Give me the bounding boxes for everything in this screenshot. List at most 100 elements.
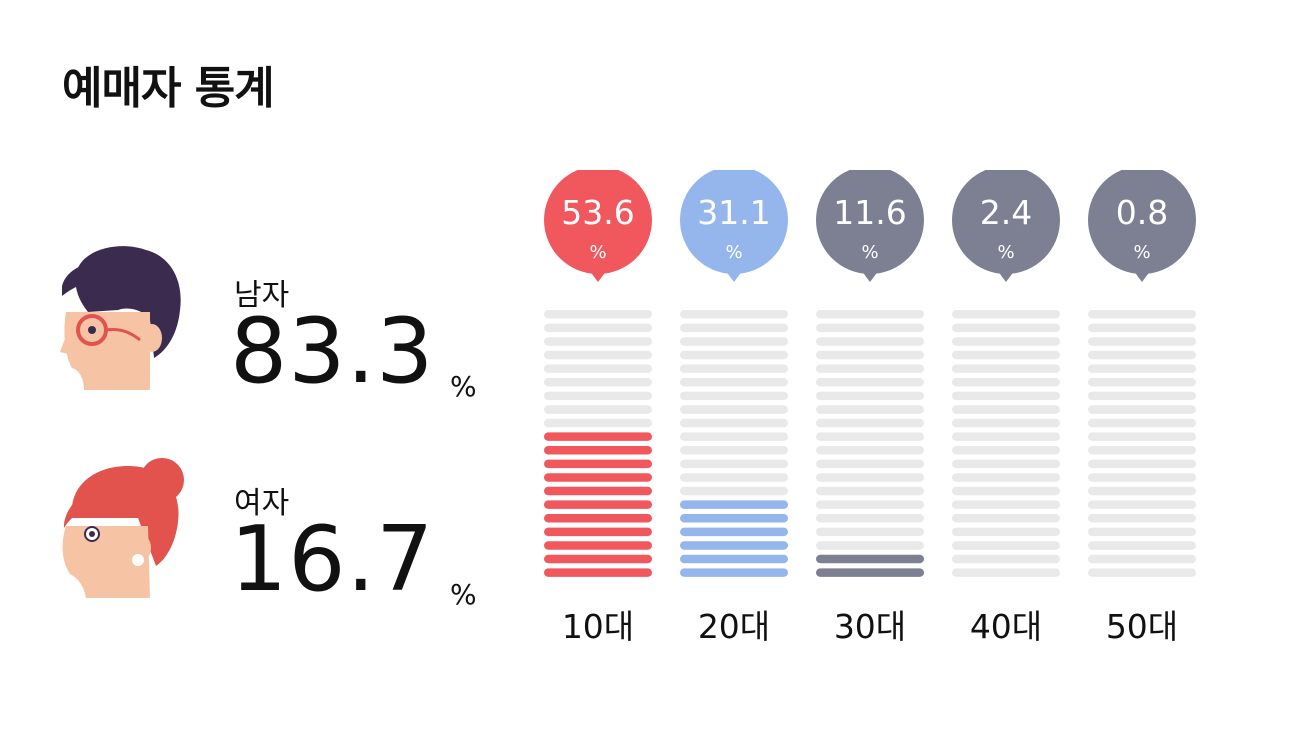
male-stat: 남자 83.3 % xyxy=(58,240,498,403)
bar-stripe-empty xyxy=(1088,527,1196,537)
bar-stripe-empty xyxy=(816,418,924,428)
bar-stripe-empty xyxy=(1088,337,1196,346)
bar-stripe-empty xyxy=(952,432,1060,441)
bar-stripe-empty xyxy=(680,337,788,346)
bar-stripe-empty xyxy=(816,364,924,373)
bar-stripe-empty xyxy=(816,446,924,455)
bar-stripe-empty xyxy=(1088,473,1196,482)
value-bubble: 0.8% xyxy=(1088,170,1196,282)
bar-stripe-empty xyxy=(816,500,924,509)
bar-stripe-empty xyxy=(544,418,652,428)
bar-stripe-empty xyxy=(816,473,924,482)
data-label: 2.4 xyxy=(980,193,1032,232)
bar-stripe-filled xyxy=(680,554,788,564)
value-bubble-circle xyxy=(816,170,924,274)
bar-stripe-filled xyxy=(680,527,788,537)
bar-stripe-filled xyxy=(680,500,788,509)
bar-stripe-empty xyxy=(1088,432,1196,441)
bar-stripe-empty xyxy=(952,391,1060,401)
bar-stripe-empty xyxy=(1088,323,1196,333)
bar-stripe-empty xyxy=(952,350,1060,360)
bar-stripe-empty xyxy=(680,310,788,319)
bar-stripe-empty xyxy=(680,378,788,387)
bar-stripe-filled xyxy=(544,500,652,509)
value-bubble-pointer xyxy=(1133,270,1151,282)
bar-stripe-empty xyxy=(544,378,652,387)
bar-stripe-filled xyxy=(544,459,652,469)
data-label-unit: % xyxy=(725,242,742,263)
bar-stripe-empty xyxy=(544,364,652,373)
bar-stripe-empty xyxy=(1088,554,1196,564)
bar-stripe-empty xyxy=(544,323,652,333)
bar-stripe-filled xyxy=(816,554,924,564)
bar-stripe-empty xyxy=(1088,364,1196,373)
bar-stripe-empty xyxy=(544,405,652,414)
bar-stripe-empty xyxy=(952,568,1060,577)
female-percent-unit: % xyxy=(450,578,477,611)
bar-stripe-empty xyxy=(1088,350,1196,360)
value-bubble-pointer xyxy=(589,270,607,282)
bar-stripe-empty xyxy=(1088,514,1196,523)
bar-stripe-empty xyxy=(1088,378,1196,387)
female-percent: 16.7 xyxy=(230,507,435,612)
age-column: 31.1% 20대 xyxy=(680,170,788,646)
bar-stripe-filled xyxy=(544,432,652,441)
value-bubble-circle xyxy=(1088,170,1196,274)
bar-stripe-empty xyxy=(816,350,924,360)
bar-stripe-empty xyxy=(952,541,1060,550)
age-column: 53.6% 10대 xyxy=(544,170,652,646)
bar-stripe-empty xyxy=(816,514,924,523)
bar-stripe-empty xyxy=(816,405,924,414)
bar-stripe-empty xyxy=(1088,405,1196,414)
data-label-unit: % xyxy=(997,242,1014,263)
bar-stripe-empty xyxy=(680,364,788,373)
bar-stripe-filled xyxy=(680,514,788,523)
category-label: 20대 xyxy=(698,607,770,646)
bar-stripe-empty xyxy=(952,459,1060,469)
bar-stripe-empty xyxy=(816,337,924,346)
age-column: 0.8% 50대 xyxy=(1088,170,1196,646)
bar-stripe-empty xyxy=(544,310,652,319)
male-percent-unit: % xyxy=(450,370,477,403)
value-bubble: 31.1% xyxy=(680,170,788,282)
bar-stripe-empty xyxy=(680,405,788,414)
bar-stripe-empty xyxy=(1088,541,1196,550)
value-bubble-circle xyxy=(952,170,1060,274)
bar-stripe-filled xyxy=(544,541,652,550)
bar-stripe-empty xyxy=(1088,500,1196,509)
data-label-unit: % xyxy=(1133,242,1150,263)
bar-stripe-empty xyxy=(816,310,924,319)
bar-stripe-empty xyxy=(816,527,924,537)
female-face-icon xyxy=(62,458,184,598)
bar-stripe-empty xyxy=(952,378,1060,387)
category-label: 10대 xyxy=(562,607,634,646)
value-bubble-pointer xyxy=(725,270,743,282)
page-title: 예매자 통계 xyxy=(62,63,275,114)
category-label: 30대 xyxy=(834,607,906,646)
age-column: 11.6% 30대 xyxy=(816,170,924,646)
value-bubble-circle xyxy=(680,170,788,274)
bar-stripe-empty xyxy=(952,364,1060,373)
bar-stripe-empty xyxy=(1088,568,1196,577)
age-column: 2.4% 40대 xyxy=(952,170,1060,646)
age-distribution-chart: 53.6% 10대 31.1% 20대 11.6% 30대 2.4% 40대 0.8% 50대 xyxy=(544,170,1196,646)
value-bubble: 53.6% xyxy=(544,170,652,282)
data-label: 0.8 xyxy=(1116,193,1168,232)
bar-stripe-empty xyxy=(1088,418,1196,428)
bar-stripe-filled xyxy=(544,446,652,455)
data-label: 31.1 xyxy=(697,193,770,232)
bar-stripe-empty xyxy=(816,378,924,387)
bar-stripe-empty xyxy=(952,500,1060,509)
data-label-unit: % xyxy=(589,242,606,263)
female-stat: 여자 16.7 % xyxy=(58,448,498,612)
bar-stripe-empty xyxy=(952,473,1060,482)
bar-stripe-empty xyxy=(680,432,788,441)
bar-stripe-empty xyxy=(680,486,788,496)
category-label: 50대 xyxy=(1106,607,1178,646)
bar-stripe-empty xyxy=(544,337,652,346)
bar-stripe-empty xyxy=(816,391,924,401)
male-face-icon xyxy=(60,246,181,390)
bar-stripe-filled xyxy=(680,541,788,550)
female-label: 여자 xyxy=(234,486,290,521)
value-bubble: 2.4% xyxy=(952,170,1060,282)
